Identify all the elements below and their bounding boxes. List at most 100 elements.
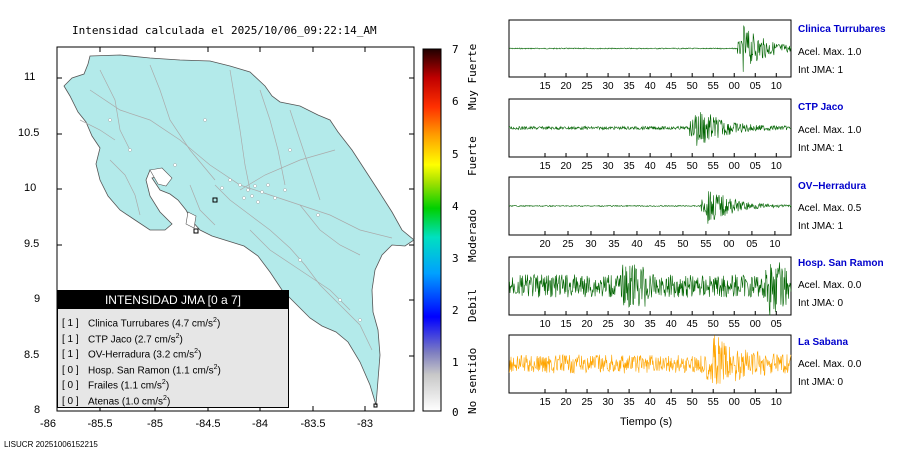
legend-title: INTENSIDAD JMA [0 a 7] <box>58 291 288 309</box>
costa-rica-landmass <box>63 54 415 406</box>
time-tick-label: 35 <box>608 239 620 250</box>
time-tick-label: 00 <box>728 397 740 408</box>
time-tick-label: 25 <box>581 397 593 408</box>
legend-row: [ 0 ] Hosp. San Ramon (1.1 cm/s2) <box>62 363 221 376</box>
station-name: Hosp. San Ramon <box>798 258 884 269</box>
time-tick-label: 55 <box>707 397 719 408</box>
cbar-tick: 5 <box>452 148 459 161</box>
station-int: Int JMA: 0 <box>798 298 844 309</box>
time-tick-label: 35 <box>623 161 635 172</box>
footer-id: LISUCR 20251006152215 <box>4 440 98 449</box>
town-points <box>108 118 362 322</box>
station-marker <box>373 403 378 408</box>
lat-label: 10.5 <box>18 127 40 139</box>
time-tick-label: 45 <box>654 239 666 250</box>
time-tick-label: 15 <box>560 319 572 330</box>
time-tick-label: 25 <box>602 319 614 330</box>
time-axis-title: Tiempo (s) <box>620 416 673 428</box>
time-tick-label: 50 <box>707 319 719 330</box>
time-tick-label: 00 <box>728 81 740 92</box>
time-tick-label: 30 <box>585 239 597 250</box>
legend-row: [ 1 ] CTP Jaco (2.7 cm/s2) <box>62 332 183 345</box>
lat-label: 9 <box>34 293 41 305</box>
station-acel: Acel. Max. 0.0 <box>798 280 862 291</box>
cbar-tick: 6 <box>452 95 459 108</box>
time-tick-label: 25 <box>562 239 574 250</box>
waveform-trace <box>508 112 792 146</box>
time-tick-label: 40 <box>631 239 643 250</box>
cbar-tick: 3 <box>452 252 459 265</box>
waveform-trace <box>508 191 792 224</box>
time-tick-label: 00 <box>723 239 735 250</box>
time-tick-label: 40 <box>644 397 656 408</box>
time-tick-label: 55 <box>700 239 712 250</box>
lon-label: -85 <box>147 418 163 430</box>
cbar-tick: 2 <box>452 304 459 317</box>
waveform-trace <box>508 24 792 72</box>
lon-label: -83 <box>357 418 373 430</box>
time-tick-label: 30 <box>602 161 614 172</box>
time-tick-label: 35 <box>623 81 635 92</box>
legend-row: [ 0 ] Frailes (1.1 cm/s2) <box>62 379 170 392</box>
time-tick-label: 45 <box>665 397 677 408</box>
cbar-tick: 0 <box>452 406 459 419</box>
time-tick-label: 20 <box>560 397 572 408</box>
lat-label: 9.5 <box>24 238 40 250</box>
lat-label: 8.5 <box>24 349 40 361</box>
time-tick-label: 40 <box>644 81 656 92</box>
legend-row: [ 0 ] Atenas (1.0 cm/s2) <box>62 394 171 407</box>
time-tick-label: 10 <box>770 161 782 172</box>
time-tick-label: 05 <box>749 161 761 172</box>
station-name: OV−Herradura <box>798 181 867 192</box>
time-tick-label: 35 <box>623 397 635 408</box>
time-tick-label: 45 <box>665 161 677 172</box>
station-marker <box>193 228 199 234</box>
time-tick-label: 50 <box>686 397 698 408</box>
time-tick-label: 15 <box>539 81 551 92</box>
time-tick-label: 50 <box>686 81 698 92</box>
station-acel: Acel. Max. 0.5 <box>798 203 862 214</box>
station-int: Int JMA: 1 <box>798 65 844 76</box>
time-tick-label: 05 <box>746 239 758 250</box>
lon-label: -83.5 <box>300 418 326 430</box>
station-name: La Sabana <box>798 337 849 348</box>
time-tick-label: 25 <box>581 161 593 172</box>
station-int: Int JMA: 1 <box>798 221 844 232</box>
map-title: Intensidad calculada el 2025/10/06_09:22… <box>72 24 377 37</box>
station-name: CTP Jaco <box>798 102 844 113</box>
time-tick-label: 30 <box>623 319 635 330</box>
time-tick-label: 30 <box>602 81 614 92</box>
lat-label: 8 <box>34 404 41 416</box>
time-tick-label: 45 <box>665 81 677 92</box>
time-tick-label: 40 <box>665 319 677 330</box>
time-tick-label: 10 <box>770 397 782 408</box>
lat-label: 10 <box>24 182 37 194</box>
time-tick-label: 50 <box>686 161 698 172</box>
station-int: Int JMA: 1 <box>798 143 844 154</box>
time-tick-label: 20 <box>560 161 572 172</box>
time-tick-label: 15 <box>539 397 551 408</box>
time-tick-label: 10 <box>769 239 781 250</box>
waveform-trace <box>508 262 792 316</box>
legend-row: [ 1 ] OV-Herradura (3.2 cm/s2) <box>62 348 202 361</box>
cbar-tick: 7 <box>452 43 459 56</box>
time-tick-label: 40 <box>644 161 656 172</box>
time-tick-label: 05 <box>770 319 782 330</box>
lat-label: 11 <box>24 71 36 83</box>
time-tick-label: 25 <box>581 81 593 92</box>
lon-label: -86 <box>40 418 56 430</box>
station-acel: Acel. Max. 1.0 <box>798 125 862 136</box>
time-tick-label: 55 <box>707 81 719 92</box>
waveform-trace <box>508 335 792 385</box>
time-tick-label: 20 <box>539 239 551 250</box>
colorbar-gradient <box>422 48 442 412</box>
lon-label: -85.5 <box>87 418 113 430</box>
time-tick-label: 20 <box>581 319 593 330</box>
time-tick-label: 00 <box>749 319 761 330</box>
time-tick-label: 05 <box>749 397 761 408</box>
time-tick-label: 35 <box>644 319 656 330</box>
intensity-legend: INTENSIDAD JMA [0 a 7] [ 1 ] Clinica Turr… <box>57 290 289 408</box>
time-tick-label: 45 <box>686 319 698 330</box>
